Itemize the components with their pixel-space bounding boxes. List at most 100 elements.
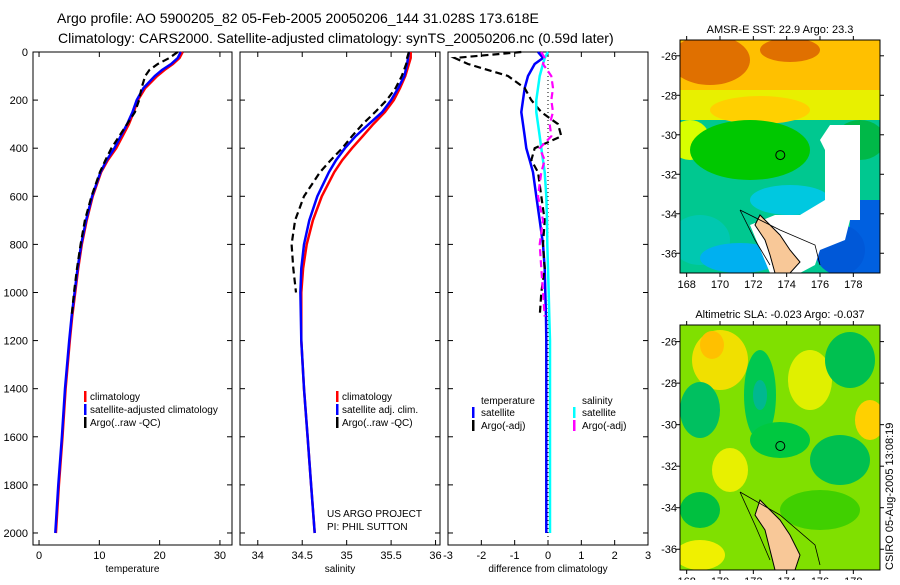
legend-swatch-satellite bbox=[336, 404, 339, 415]
lon-tick-label: 170 bbox=[711, 279, 729, 291]
lon-tick-label: 178 bbox=[844, 576, 862, 580]
legend-label: Argo(-adj) bbox=[481, 421, 525, 432]
x-tick-label: -2 bbox=[476, 550, 486, 562]
lon-tick-label: 170 bbox=[711, 576, 729, 580]
series-line-climatology bbox=[300, 52, 412, 534]
lat-tick-label: -34 bbox=[661, 209, 677, 221]
lon-tick-label: 172 bbox=[744, 576, 762, 580]
y-tick-label: 800 bbox=[10, 239, 28, 251]
x-tick-label: 0 bbox=[36, 550, 42, 562]
x-tick-label: 34 bbox=[252, 550, 264, 562]
lon-tick-label: 174 bbox=[777, 576, 795, 580]
sst-map: AMSR-E SST: 22.9 Argo: 23.3 168 170 172 174… bbox=[661, 24, 884, 291]
x-axis-label: salinity bbox=[325, 564, 356, 575]
x-tick-label: 36 bbox=[429, 550, 441, 562]
lon-tick-label: 168 bbox=[677, 279, 695, 291]
series-line-sal_argo bbox=[536, 51, 555, 317]
argo-location-marker bbox=[775, 150, 786, 161]
lon-tick-label: 172 bbox=[744, 279, 762, 291]
legend-label: satellite adj. clim. bbox=[342, 405, 418, 416]
sst-map-frame bbox=[679, 39, 881, 274]
y-tick-label: 1600 bbox=[4, 432, 28, 444]
x-axis-label: difference from climatology bbox=[488, 564, 607, 575]
sla-map-frame bbox=[679, 324, 881, 571]
x-tick-label: 20 bbox=[154, 550, 166, 562]
y-tick-label: 400 bbox=[10, 143, 28, 155]
x-tick-label: -3 bbox=[443, 550, 453, 562]
legend-swatch-climatology bbox=[84, 391, 87, 402]
lon-tick-label: 174 bbox=[777, 279, 795, 291]
plot-frame bbox=[32, 51, 233, 546]
x-tick-label: 30 bbox=[214, 550, 226, 562]
legend-label: satellite bbox=[481, 408, 515, 419]
project-annotation: US ARGO PROJECT bbox=[327, 509, 422, 520]
legend-label: climatology bbox=[342, 392, 392, 403]
legend-swatch-satellite bbox=[472, 407, 475, 418]
lat-tick-label: -30 bbox=[661, 420, 677, 432]
legend-group-header: temperature bbox=[481, 396, 535, 407]
lat-tick-label: -32 bbox=[661, 461, 677, 473]
y-tick-label: 1200 bbox=[4, 336, 28, 348]
y-tick-label: 2000 bbox=[4, 528, 28, 540]
y-tick-label: 1800 bbox=[4, 480, 28, 492]
lat-tick-label: -32 bbox=[661, 169, 677, 181]
legend-group-header: salinity bbox=[582, 396, 613, 407]
x-axis-label: temperature bbox=[106, 564, 160, 575]
legend-swatch-sal_satellite bbox=[573, 407, 576, 418]
plot-frame bbox=[239, 51, 441, 546]
y-tick-label: 200 bbox=[10, 95, 28, 107]
series-line-sal_satellite bbox=[535, 51, 552, 533]
lon-tick-label: 168 bbox=[677, 576, 695, 580]
x-tick-label: 10 bbox=[93, 550, 105, 562]
series-line-satellite bbox=[299, 51, 411, 534]
legend-swatch-argo bbox=[336, 417, 339, 428]
lat-tick-label: -26 bbox=[661, 51, 677, 63]
series-line-satellite bbox=[54, 51, 182, 534]
lat-tick-label: -30 bbox=[661, 130, 677, 142]
legend-swatch-argo bbox=[472, 420, 475, 431]
legend-label: climatology bbox=[90, 392, 140, 403]
lat-tick-label: -28 bbox=[661, 90, 677, 102]
legend-swatch-argo bbox=[84, 417, 87, 428]
x-tick-label: 1 bbox=[578, 550, 584, 562]
x-tick-label: 3 bbox=[645, 550, 651, 562]
lon-tick-label: 176 bbox=[811, 279, 829, 291]
legend-label: Argo(-adj) bbox=[582, 421, 626, 432]
temperature-profile-panel: 0 10 20 30 0 200 400 600 800 1000 1200 1400 1600 1800… bbox=[4, 47, 233, 575]
series-line-argo bbox=[290, 51, 410, 293]
series-line-satellite bbox=[520, 51, 548, 533]
lat-tick-label: -34 bbox=[661, 503, 677, 515]
lat-tick-label: -26 bbox=[661, 337, 677, 349]
sst-map-title: AMSR-E SST: 22.9 Argo: 23.3 bbox=[707, 24, 854, 36]
legend-swatch-satellite bbox=[84, 404, 87, 415]
lon-tick-label: 176 bbox=[811, 576, 829, 580]
figure-title-line2: Climatology: CARS2000. Satellite-adjuste… bbox=[58, 30, 614, 46]
x-tick-label: -1 bbox=[510, 550, 520, 562]
difference-profile-panel: -3 -2 -1 0 1 2 3 difference from climatology tem… bbox=[443, 50, 651, 575]
argo-location-marker bbox=[775, 441, 786, 452]
legend-label: satellite bbox=[582, 408, 616, 419]
salinity-profile-panel: 34 34.5 35 35.5 36 salinity climatology satelli… bbox=[239, 51, 442, 575]
y-tick-label: 1000 bbox=[4, 287, 28, 299]
x-tick-label: 34.5 bbox=[292, 550, 313, 562]
lon-tick-label: 178 bbox=[844, 279, 862, 291]
legend-swatch-sal_argo bbox=[573, 420, 576, 431]
lat-tick-label: -36 bbox=[661, 248, 677, 260]
x-tick-label: 35.5 bbox=[380, 550, 401, 562]
project-annotation: PI: PHIL SUTTON bbox=[327, 522, 408, 533]
lat-tick-label: -28 bbox=[661, 378, 677, 390]
legend-swatch-climatology bbox=[336, 391, 339, 402]
series-line-argo bbox=[450, 50, 563, 317]
x-tick-label: 35 bbox=[341, 550, 353, 562]
legend-label: Argo(..raw -QC) bbox=[342, 418, 413, 429]
legend-label: Argo(..raw -QC) bbox=[90, 418, 161, 429]
legend-label: satellite-adjusted climatology bbox=[90, 405, 218, 416]
series-line-argo bbox=[70, 51, 179, 317]
sla-map: Altimetric SLA: -0.023 Argo: -0.037 168 1… bbox=[661, 309, 884, 585]
figure-title-line1: Argo profile: AO 5900205_82 05-Feb-2005 … bbox=[57, 10, 539, 26]
y-tick-label: 600 bbox=[10, 191, 28, 203]
lat-tick-label: -36 bbox=[661, 544, 677, 556]
sla-map-title: Altimetric SLA: -0.023 Argo: -0.037 bbox=[695, 309, 864, 321]
x-tick-label: 2 bbox=[612, 550, 618, 562]
